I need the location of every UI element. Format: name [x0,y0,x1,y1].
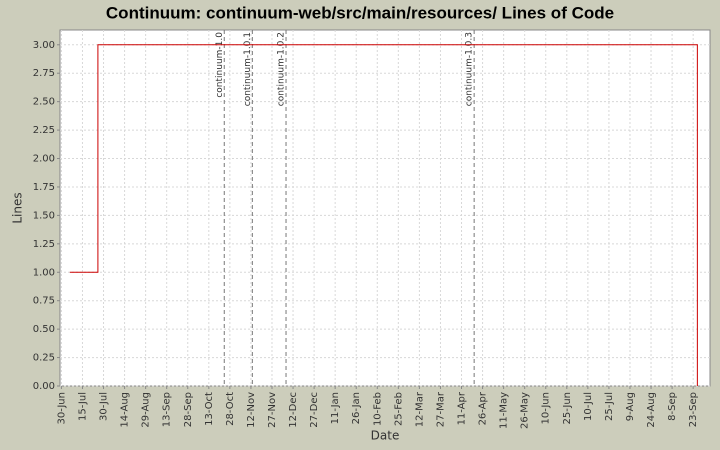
x-tick-label: 26-May [520,392,531,429]
chart-title: Continuum: continuum-web/src/main/resour… [106,3,614,22]
x-tick-label: 30-Jul [99,392,110,421]
y-tick-label: 1.00 [33,267,55,278]
x-axis-label: Date [371,429,400,443]
x-tick-label: 11-May [499,392,510,429]
x-tick-label: 23-Sep [688,392,699,427]
x-tick-label: 26-Apr [478,391,489,425]
x-tick-label: 27-Dec [309,392,320,428]
marker-label: continuum-1.0.2 [277,32,287,106]
x-tick-label: 10-Jun [541,392,552,425]
y-tick-label: 0.75 [33,296,55,307]
y-tick-label: 2.00 [33,154,55,165]
x-tick-label: 28-Sep [183,392,194,427]
y-tick-label: 0.00 [33,381,55,392]
y-tick-label: 3.00 [33,40,55,51]
x-tick-label: 30-Jun [56,392,67,425]
x-tick-label: 13-Sep [162,392,173,427]
y-tick-label: 1.25 [33,239,55,250]
x-tick-label: 11-Apr [457,391,468,425]
x-tick-label: 25-Jul [604,392,615,421]
y-axis-label: Lines [11,192,25,223]
data-line [69,44,698,386]
x-tick-label: 11-Jan [330,392,341,424]
x-tick-label: 14-Aug [120,392,131,428]
x-tick-label: 28-Oct [225,392,236,426]
x-tick-label: 12-Mar [414,391,425,427]
x-tick-label: 24-Aug [646,392,657,428]
marker-label: continuum-1.0.3 [465,32,475,106]
x-tick-label: 29-Aug [141,392,152,428]
y-tick-label: 2.50 [33,97,55,108]
x-tick-label: 25-Jun [562,392,573,425]
marker-label: continuum-1.0 [215,32,225,98]
x-tick-label: 13-Oct [204,392,215,426]
x-tick-label: 15-Jul [77,392,88,421]
y-tick-label: 0.50 [33,324,55,335]
y-tick-label: 0.25 [33,353,55,364]
x-tick-label: 12-Dec [288,392,299,428]
y-tick-label: 1.50 [33,210,55,221]
x-tick-label: 12-Nov [246,392,257,428]
marker-label: continuum-1.0.1 [243,32,253,106]
x-tick-label: 27-Nov [267,392,278,428]
plot-area [59,29,711,387]
y-tick-label: 2.25 [33,125,55,136]
x-tick-label: 26-Jan [351,392,362,424]
x-tick-label: 10-Feb [372,392,383,426]
x-tick-label: 9-Aug [625,392,636,421]
y-tick-label: 2.75 [33,68,55,79]
x-tick-label: 10-Jul [583,392,594,421]
x-tick-label: 25-Feb [393,392,404,426]
x-tick-label: 8-Sep [667,392,678,421]
x-tick-label: 27-Mar [435,391,446,427]
y-tick-label: 1.75 [33,182,55,193]
